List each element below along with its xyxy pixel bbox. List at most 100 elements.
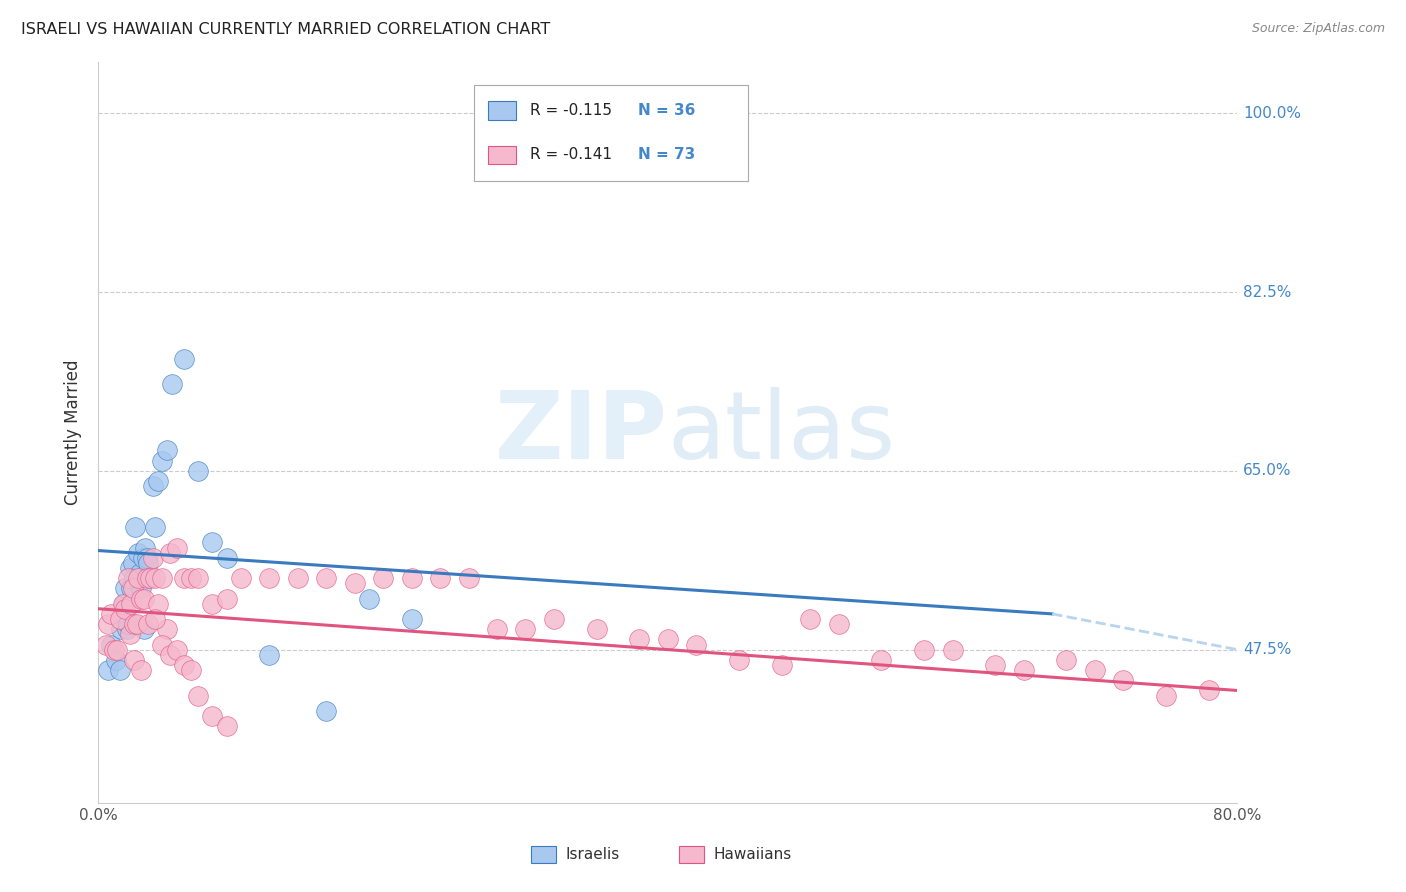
Point bbox=[120, 597, 142, 611]
Point bbox=[187, 689, 209, 703]
Point bbox=[1154, 689, 1177, 703]
Point bbox=[1112, 673, 1135, 688]
Point bbox=[152, 453, 174, 467]
Point bbox=[343, 576, 366, 591]
FancyBboxPatch shape bbox=[679, 847, 704, 863]
Point bbox=[152, 638, 174, 652]
Point bbox=[799, 612, 821, 626]
Point bbox=[108, 663, 131, 677]
Point bbox=[136, 617, 159, 632]
Y-axis label: Currently Married: Currently Married bbox=[65, 359, 83, 506]
Point bbox=[121, 582, 143, 596]
Point bbox=[148, 474, 170, 488]
Point bbox=[122, 617, 145, 632]
Point bbox=[111, 597, 134, 611]
Point bbox=[156, 622, 179, 636]
Point bbox=[141, 550, 163, 565]
Point bbox=[141, 479, 163, 493]
Point bbox=[287, 571, 309, 585]
Point bbox=[515, 622, 537, 636]
Point bbox=[138, 571, 160, 585]
Point bbox=[1198, 683, 1220, 698]
Point bbox=[984, 657, 1007, 672]
Point bbox=[628, 632, 651, 647]
Point bbox=[159, 546, 181, 560]
Point bbox=[122, 653, 145, 667]
Text: N = 73: N = 73 bbox=[638, 147, 696, 162]
Point bbox=[401, 571, 423, 585]
Point bbox=[118, 627, 141, 641]
Point bbox=[122, 571, 145, 585]
Point bbox=[103, 642, 125, 657]
Point bbox=[166, 541, 188, 555]
Point bbox=[215, 719, 238, 733]
Point bbox=[173, 351, 195, 366]
Text: Source: ZipAtlas.com: Source: ZipAtlas.com bbox=[1251, 22, 1385, 36]
Point bbox=[159, 648, 181, 662]
Point bbox=[117, 617, 139, 632]
Point bbox=[94, 638, 117, 652]
Point bbox=[685, 638, 707, 652]
Point bbox=[486, 622, 509, 636]
Point bbox=[128, 566, 150, 580]
Text: ISRAELI VS HAWAIIAN CURRENTLY MARRIED CORRELATION CHART: ISRAELI VS HAWAIIAN CURRENTLY MARRIED CO… bbox=[21, 22, 550, 37]
Point bbox=[457, 571, 479, 585]
Point bbox=[118, 561, 141, 575]
Point bbox=[145, 520, 167, 534]
Point bbox=[135, 550, 157, 565]
Point bbox=[1012, 663, 1035, 677]
Point bbox=[114, 601, 136, 615]
Text: 47.5%: 47.5% bbox=[1243, 642, 1291, 657]
Point bbox=[100, 607, 122, 621]
Point bbox=[156, 443, 179, 458]
Point bbox=[187, 571, 209, 585]
Point bbox=[110, 622, 132, 636]
Point bbox=[136, 556, 159, 570]
Point bbox=[112, 597, 135, 611]
Point bbox=[187, 464, 209, 478]
Point bbox=[117, 571, 139, 585]
Point bbox=[120, 582, 142, 596]
FancyBboxPatch shape bbox=[531, 847, 557, 863]
Point bbox=[145, 571, 167, 585]
Point bbox=[229, 571, 252, 585]
Point bbox=[180, 571, 202, 585]
Text: R = -0.115: R = -0.115 bbox=[530, 103, 612, 118]
Point bbox=[912, 642, 935, 657]
Point bbox=[166, 642, 188, 657]
Point bbox=[131, 550, 153, 565]
Point bbox=[148, 597, 170, 611]
Text: 65.0%: 65.0% bbox=[1243, 464, 1292, 478]
Point bbox=[127, 571, 149, 585]
Point bbox=[129, 591, 152, 606]
Point bbox=[132, 591, 155, 606]
Point bbox=[870, 653, 893, 667]
Point bbox=[134, 541, 156, 555]
Point bbox=[315, 704, 337, 718]
Point bbox=[543, 612, 565, 626]
Text: ZIP: ZIP bbox=[495, 386, 668, 479]
Point bbox=[373, 571, 395, 585]
Point bbox=[105, 642, 128, 657]
Point bbox=[121, 556, 143, 570]
Point bbox=[173, 571, 195, 585]
Point bbox=[180, 663, 202, 677]
FancyBboxPatch shape bbox=[474, 85, 748, 181]
Point bbox=[162, 377, 184, 392]
Text: R = -0.141: R = -0.141 bbox=[530, 147, 612, 162]
Point bbox=[97, 617, 120, 632]
Point bbox=[828, 617, 851, 632]
Point bbox=[357, 591, 380, 606]
Point bbox=[1084, 663, 1107, 677]
Text: N = 36: N = 36 bbox=[638, 103, 696, 118]
Point bbox=[429, 571, 451, 585]
Point bbox=[215, 550, 238, 565]
Point bbox=[942, 642, 965, 657]
Text: atlas: atlas bbox=[668, 386, 896, 479]
Point bbox=[114, 582, 136, 596]
Text: Israelis: Israelis bbox=[565, 847, 620, 863]
Point bbox=[201, 535, 224, 549]
Point bbox=[215, 591, 238, 606]
Point bbox=[315, 571, 337, 585]
Point bbox=[100, 638, 122, 652]
